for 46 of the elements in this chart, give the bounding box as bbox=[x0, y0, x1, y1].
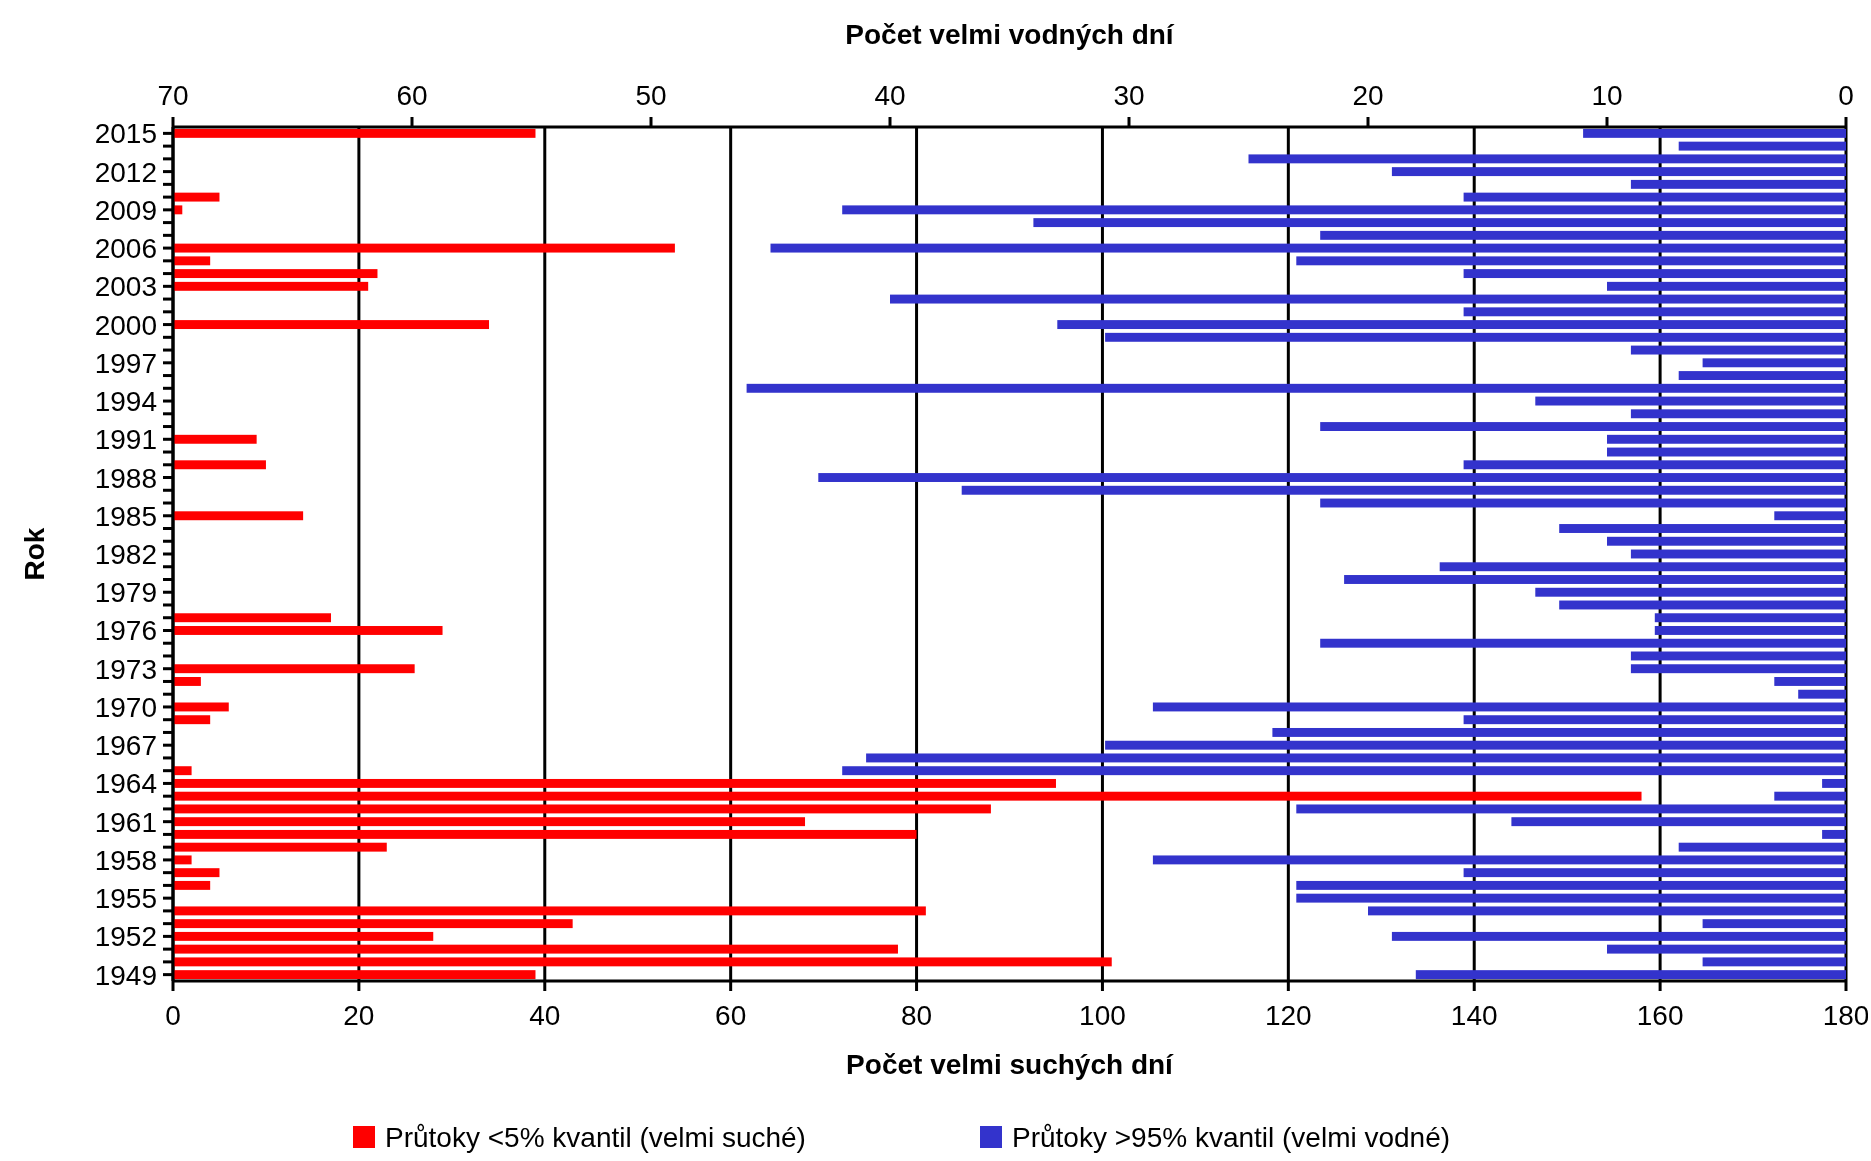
legend-label: Průtoky >95% kvantil (velmi vodné) bbox=[1012, 1122, 1451, 1153]
y-tick-label: 2000 bbox=[94, 309, 157, 341]
y-tick-label: 1991 bbox=[94, 424, 157, 456]
x-tick-label: 80 bbox=[900, 1000, 933, 1031]
x-tick-label: 0 bbox=[165, 1000, 181, 1031]
x-tick-label: 140 bbox=[1450, 1000, 1498, 1031]
y-tick-label: 1997 bbox=[94, 347, 157, 379]
x2-tick-label: 30 bbox=[1113, 80, 1145, 111]
y-tick-label: 1964 bbox=[94, 768, 157, 800]
y-tick-label: 1970 bbox=[94, 691, 157, 723]
x2-tick-label: 10 bbox=[1591, 80, 1623, 111]
y-tick-label: 1949 bbox=[94, 959, 157, 991]
y-tick-label: 1952 bbox=[94, 921, 157, 953]
y-tick-label: 2015 bbox=[94, 118, 157, 150]
y-tick-label: 1958 bbox=[94, 844, 157, 876]
x2-tick-label: 20 bbox=[1352, 80, 1384, 111]
x-tick-label: 120 bbox=[1264, 1000, 1312, 1031]
y-tick-label: 1979 bbox=[94, 577, 157, 609]
y-tick-label: 2006 bbox=[94, 233, 157, 265]
x-tick-label: 40 bbox=[529, 1000, 561, 1031]
y-tick-label: 2009 bbox=[94, 194, 157, 226]
x2-tick-label: 50 bbox=[635, 80, 667, 111]
y-tick-label: 1973 bbox=[94, 653, 157, 685]
legend-label: Průtoky <5% kvantil (velmi suché) bbox=[385, 1122, 806, 1153]
y-tick-label: 2012 bbox=[94, 156, 157, 188]
y-tick-label: 1988 bbox=[94, 462, 157, 494]
x-tick-label: 160 bbox=[1636, 1000, 1684, 1031]
x2-tick-label: 0 bbox=[1838, 80, 1854, 111]
y-tick-label: 1982 bbox=[94, 539, 157, 570]
x-tick-label: 100 bbox=[1079, 1000, 1126, 1031]
y-tick-label: 1961 bbox=[94, 806, 157, 838]
y-axis-title: Rok bbox=[19, 527, 50, 581]
x-tick-label: 180 bbox=[1822, 1000, 1870, 1031]
x-axis-title: Počet velmi suchých dní bbox=[846, 1049, 1175, 1080]
y-tick-label: 1994 bbox=[94, 386, 157, 418]
x2-tick-label: 60 bbox=[396, 80, 428, 111]
y-tick-label: 2003 bbox=[94, 271, 157, 303]
x2-tick-label: 40 bbox=[874, 80, 906, 111]
y-tick-label: 1955 bbox=[94, 883, 157, 915]
x-tick-label: 20 bbox=[343, 1000, 375, 1031]
x2-tick-label: 70 bbox=[157, 80, 189, 111]
x2-axis-title: Počet velmi vodných dní bbox=[845, 19, 1175, 50]
y-tick-label: 1985 bbox=[94, 500, 157, 532]
x-tick-label: 60 bbox=[715, 1000, 747, 1031]
y-tick-label: 1976 bbox=[94, 615, 157, 647]
y-tick-label: 1967 bbox=[94, 730, 157, 762]
